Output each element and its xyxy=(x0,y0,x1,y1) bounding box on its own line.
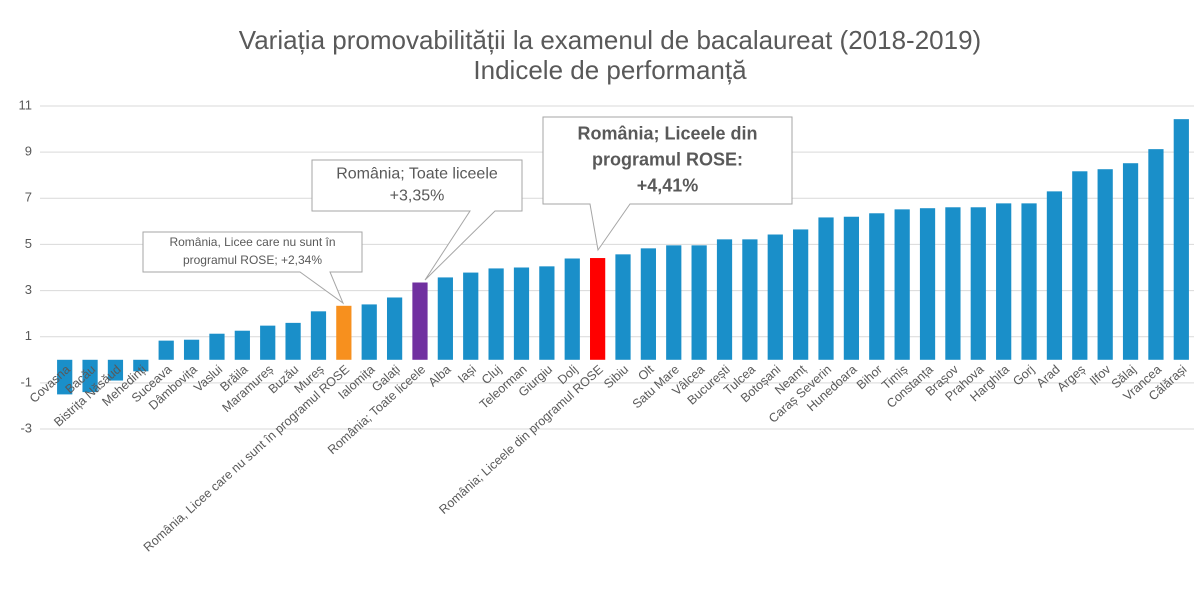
x-tick-label: Bihor xyxy=(854,362,885,392)
bar xyxy=(539,266,555,360)
x-tick-label: Iași xyxy=(455,362,479,385)
y-tick-label: 1 xyxy=(25,328,32,343)
bar xyxy=(996,203,1012,360)
callout-text: +3,35% xyxy=(390,188,445,205)
bar xyxy=(463,272,479,360)
bar xyxy=(310,311,327,360)
bar xyxy=(691,245,707,360)
bar xyxy=(183,339,200,360)
bar xyxy=(666,245,682,360)
bar xyxy=(107,359,124,381)
bar xyxy=(412,282,428,360)
x-tick-label: Vaslui xyxy=(191,362,225,395)
bar xyxy=(513,267,530,360)
bar xyxy=(386,297,403,360)
y-tick-label: -1 xyxy=(20,374,32,389)
callout-text: +4,41% xyxy=(637,175,699,195)
bar xyxy=(1021,203,1037,360)
bar xyxy=(793,229,809,360)
bar xyxy=(361,304,377,360)
bar xyxy=(260,325,276,360)
bar xyxy=(970,207,986,360)
x-tick-label: Alba xyxy=(426,362,454,389)
y-tick-label: 3 xyxy=(25,282,32,297)
x-tick-label: Gorj xyxy=(1010,362,1037,388)
bar xyxy=(82,359,98,393)
bar xyxy=(57,359,73,395)
y-tick-label: 11 xyxy=(19,97,33,112)
bar xyxy=(716,239,733,360)
bar xyxy=(615,254,631,360)
bar xyxy=(590,258,606,360)
bar xyxy=(488,268,504,360)
bar xyxy=(1072,171,1088,360)
y-tick-label: -3 xyxy=(20,420,32,435)
bar xyxy=(209,333,225,360)
y-tick-label: 9 xyxy=(25,144,32,159)
bar xyxy=(437,277,453,360)
callout-text: România; Liceele din xyxy=(577,123,757,143)
callout-text: programul ROSE; +2,34% xyxy=(183,253,322,267)
y-tick-label: 5 xyxy=(25,236,32,251)
x-tick-label: Ilfov xyxy=(1087,362,1114,388)
callout-box xyxy=(542,116,793,252)
bar xyxy=(1097,169,1113,360)
bar xyxy=(285,322,301,360)
bar xyxy=(818,217,834,360)
bar xyxy=(564,258,580,360)
callout-text: programul ROSE: xyxy=(592,149,743,169)
chart-title: Variația promovabilității la examenul de… xyxy=(239,25,981,55)
bar xyxy=(919,208,936,360)
bar xyxy=(767,234,783,360)
bar xyxy=(945,207,961,360)
bar xyxy=(843,216,860,360)
bar xyxy=(640,248,656,360)
bar xyxy=(1173,119,1189,360)
bar xyxy=(336,305,352,360)
x-tick-label: Argeș xyxy=(1054,362,1088,394)
bar xyxy=(894,209,910,360)
bar xyxy=(742,239,758,360)
bar xyxy=(133,359,149,372)
chart-subtitle: Indicele de performanță xyxy=(473,55,747,85)
bar xyxy=(234,330,250,360)
callout-box xyxy=(311,159,523,281)
callout-box xyxy=(142,231,363,305)
callout-text: România, Licee care nu sunt în xyxy=(169,235,335,249)
x-tick-label: Sibiu xyxy=(601,362,631,391)
bar xyxy=(158,340,174,360)
y-tick-label: 7 xyxy=(25,190,32,205)
bar xyxy=(1148,149,1164,360)
bar xyxy=(869,213,885,360)
callout-text: România; Toate liceele xyxy=(336,166,498,183)
bar xyxy=(1046,191,1063,360)
bar xyxy=(1122,163,1139,360)
